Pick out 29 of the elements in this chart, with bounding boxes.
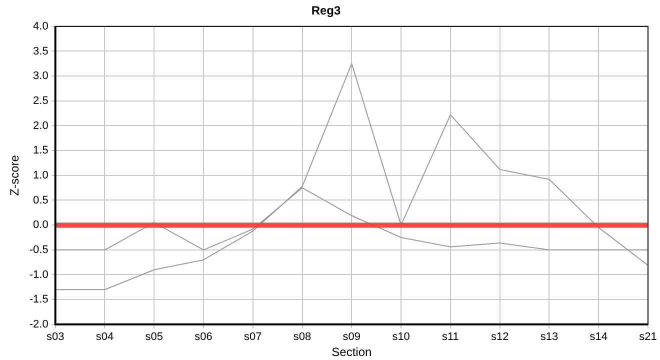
y-tick-label: -2.0	[29, 318, 48, 330]
x-tick-label: s10	[392, 331, 410, 344]
x-tick-label: s04	[96, 331, 114, 344]
x-tick-label: s05	[145, 331, 164, 344]
y-tick-label: 1.5	[33, 144, 48, 157]
y-tick-label: 3.0	[33, 70, 48, 82]
y-tick-label: -1.5	[29, 294, 48, 306]
y-axis-title: Z-score	[8, 154, 22, 196]
y-tick-label: -1.0	[29, 268, 48, 281]
y-tick-label: -0.5	[29, 244, 48, 256]
y-tick-label: 2.0	[33, 120, 48, 132]
x-tick-label: s12	[490, 331, 509, 344]
y-tick-label: 2.5	[33, 94, 48, 107]
x-tick-label: s08	[293, 331, 312, 344]
x-tick-label: s06	[194, 331, 212, 344]
y-tick-label: 3.5	[33, 45, 48, 58]
y-tick-label: 0.0	[33, 219, 48, 232]
x-tick-label: s11	[442, 331, 459, 344]
y-tick-label: 4.0	[33, 20, 48, 32]
x-tick-label: s09	[342, 331, 361, 344]
x-tick-label: s21	[639, 331, 657, 344]
chart-title: Reg3	[311, 4, 341, 18]
x-tick-label: s14	[590, 331, 608, 344]
x-tick-label: s07	[244, 331, 262, 344]
y-tick-label: 0.5	[33, 194, 48, 206]
x-tick-label: s03	[46, 331, 64, 344]
x-tick-label: s13	[540, 331, 558, 344]
y-tick-label: 1.0	[33, 169, 48, 182]
x-axis-title: Section	[332, 345, 372, 360]
